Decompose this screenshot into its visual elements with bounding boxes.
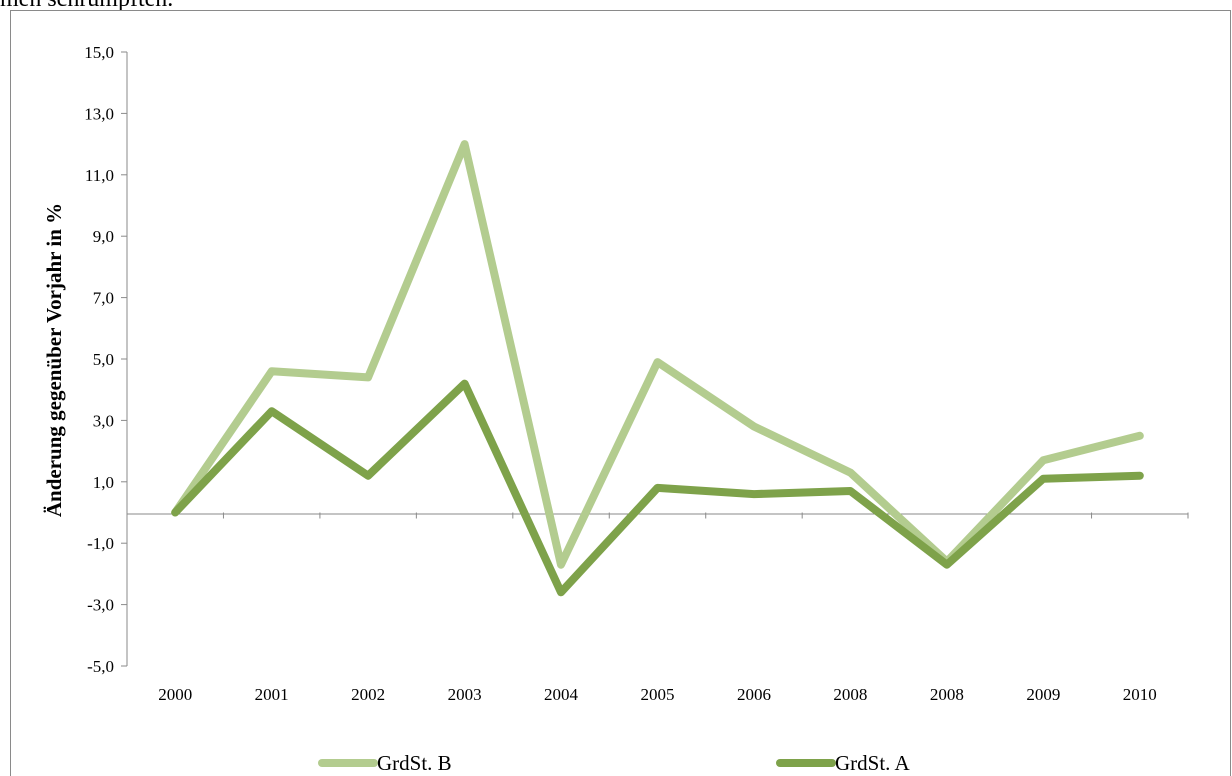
y-tick-label: 1,0 (93, 473, 114, 492)
chart-frame (10, 10, 1231, 776)
preceding-text: men schrumpften. (0, 0, 173, 13)
x-tick-label: 2000 (158, 685, 192, 704)
y-tick-label: 3,0 (93, 411, 114, 430)
y-tick-label: -1,0 (87, 534, 114, 553)
y-tick-label: 9,0 (93, 227, 114, 246)
y-tick-label: -3,0 (87, 596, 114, 615)
x-tick-label: 2005 (641, 685, 675, 704)
y-ticks: -5,0 -3,0 -1,0 1,0 3,0 5,0 7,0 9,0 11,0 13,0 15,0 (84, 43, 127, 676)
series-lines (171, 140, 1144, 597)
legend: GrdSt. B GrdSt. A (318, 751, 911, 775)
x-tick-label: 2001 (255, 685, 289, 704)
y-axis-title: Änderung gegenüber Vorjahr in % (42, 203, 66, 517)
x-tick-label: 2003 (448, 685, 482, 704)
x-tick-label: 2002 (351, 685, 385, 704)
x-tick-label: 2009 (1026, 685, 1060, 704)
x-tick-label: 2010 (1123, 685, 1157, 704)
y-tick-label: 13,0 (84, 104, 114, 123)
x-tick-label: 2006 (737, 685, 771, 704)
x-tick-label: 2008 (833, 685, 867, 704)
y-tick-label: -5,0 (87, 657, 114, 676)
y-tick-label: 11,0 (85, 166, 114, 185)
legend-label: GrdSt. A (835, 751, 911, 775)
y-tick-label: 5,0 (93, 350, 114, 369)
y-tick-label: 7,0 (93, 289, 114, 308)
x-tick-label: 2004 (544, 685, 579, 704)
series-line-grdst-a (171, 379, 1144, 597)
x-ticks: 2000 2001 2002 2003 2004 2005 2006 2008 2008 2009… (126, 512, 1189, 704)
series-line-grdst-b (171, 140, 1144, 569)
legend-label: GrdSt. B (377, 751, 452, 775)
y-tick-label: 15,0 (84, 43, 114, 62)
x-tick-label: 2008 (930, 685, 964, 704)
